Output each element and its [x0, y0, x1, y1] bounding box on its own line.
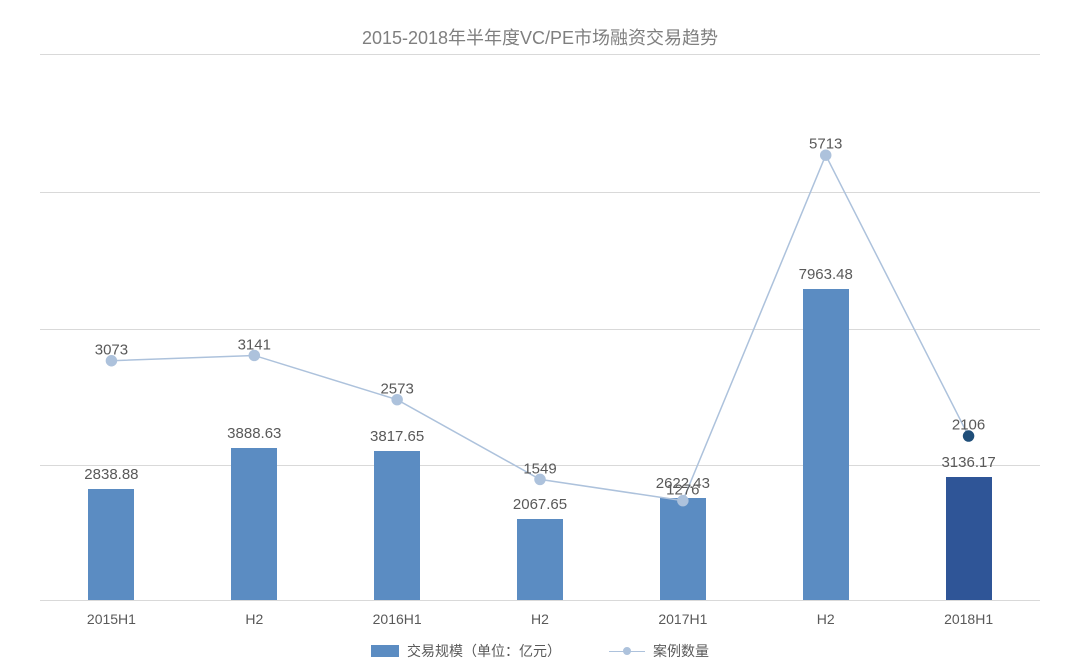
chart-title: 2015-2018年半年度VC/PE市场融资交易趋势	[0, 24, 1080, 50]
x-axis-label: 2016H1	[326, 611, 469, 627]
legend-item-line: 案例数量	[609, 641, 709, 661]
x-axis: 2015H1H22016H1H22017H1H22018H1	[40, 611, 1040, 627]
line-value-label: 5713	[809, 135, 842, 152]
plot-area: 2838.883888.633817.652067.652622.437963.…	[40, 54, 1040, 601]
line-value-label: 3141	[238, 336, 271, 353]
legend-bar-label: 交易规模（单位：亿元）	[407, 641, 561, 661]
x-axis-label: 2017H1	[611, 611, 754, 627]
legend-line-swatch	[609, 645, 645, 657]
line-value-label: 1276	[666, 482, 699, 499]
legend-bar-swatch	[371, 645, 399, 657]
line-layer	[40, 55, 1040, 600]
line-value-label: 2106	[952, 417, 985, 434]
line-value-label: 3073	[95, 341, 128, 358]
legend-item-bar: 交易规模（单位：亿元）	[371, 641, 561, 661]
x-axis-label: H2	[469, 611, 612, 627]
line-value-label: 1549	[523, 461, 556, 478]
chart-container: 2015-2018年半年度VC/PE市场融资交易趋势 2838.883888.6…	[0, 0, 1080, 671]
x-axis-label: H2	[183, 611, 326, 627]
line-path	[111, 155, 968, 500]
x-axis-label: H2	[754, 611, 897, 627]
line-value-label: 2573	[380, 381, 413, 398]
legend: 交易规模（单位：亿元） 案例数量	[0, 641, 1080, 661]
x-axis-label: 2015H1	[40, 611, 183, 627]
x-axis-label: 2018H1	[897, 611, 1040, 627]
legend-line-label: 案例数量	[653, 641, 709, 661]
